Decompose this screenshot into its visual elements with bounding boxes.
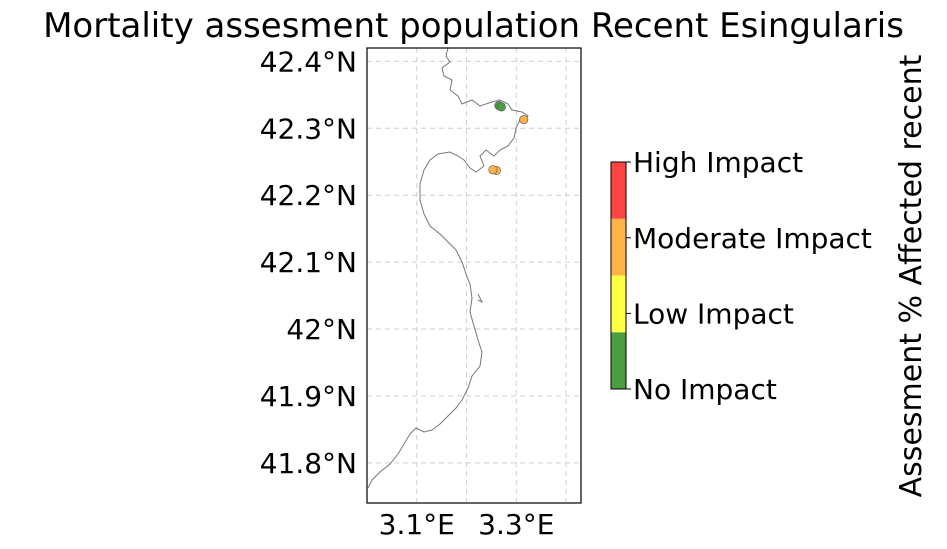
lon-tick-label: 3.1°E xyxy=(379,508,455,541)
colorbar-segment xyxy=(611,162,626,219)
lat-tick-label: 41.9°N xyxy=(260,380,357,413)
axis-ticks: 42.4°N 42.3°N 42.2°N 42.1°N 42°N 41.9°N 41.8°N… xyxy=(260,45,555,541)
colorbar-segment xyxy=(611,332,626,389)
lat-tick-label: 42.1°N xyxy=(260,246,357,279)
impact-point xyxy=(496,102,506,112)
colorbar-tick-label: High Impact xyxy=(633,146,803,179)
lat-tick-label: 42.3°N xyxy=(260,112,357,145)
colorbar-tick-label: No Impact xyxy=(633,373,777,406)
map-frame xyxy=(366,47,582,504)
lat-tick-label: 42.2°N xyxy=(260,179,357,212)
colorbar-segment xyxy=(611,218,626,276)
colorbar-label: Assesment % Affected recent xyxy=(894,54,929,497)
grid-lines xyxy=(367,48,581,503)
impact-points xyxy=(488,101,529,175)
colorbar-segment xyxy=(611,275,626,333)
colorbar-frame xyxy=(610,161,627,390)
impact-point xyxy=(488,165,498,175)
coastline-islet xyxy=(477,293,484,304)
lat-tick-label: 42°N xyxy=(286,313,357,346)
lon-tick-label: 3.3°E xyxy=(478,508,554,541)
colorbar-tick-label: Low Impact xyxy=(633,297,794,330)
coastline xyxy=(367,47,529,489)
map-title: Mortality assesment population Recent Es… xyxy=(43,6,904,46)
lat-tick-label: 42.4°N xyxy=(260,45,357,78)
colorbar: No Impact Low Impact Moderate Impact High I… xyxy=(610,146,872,406)
coastline-path xyxy=(367,47,529,489)
colorbar-tick-label: Moderate Impact xyxy=(633,222,872,255)
impact-point xyxy=(519,115,529,125)
lat-tick-label: 41.8°N xyxy=(260,447,357,480)
